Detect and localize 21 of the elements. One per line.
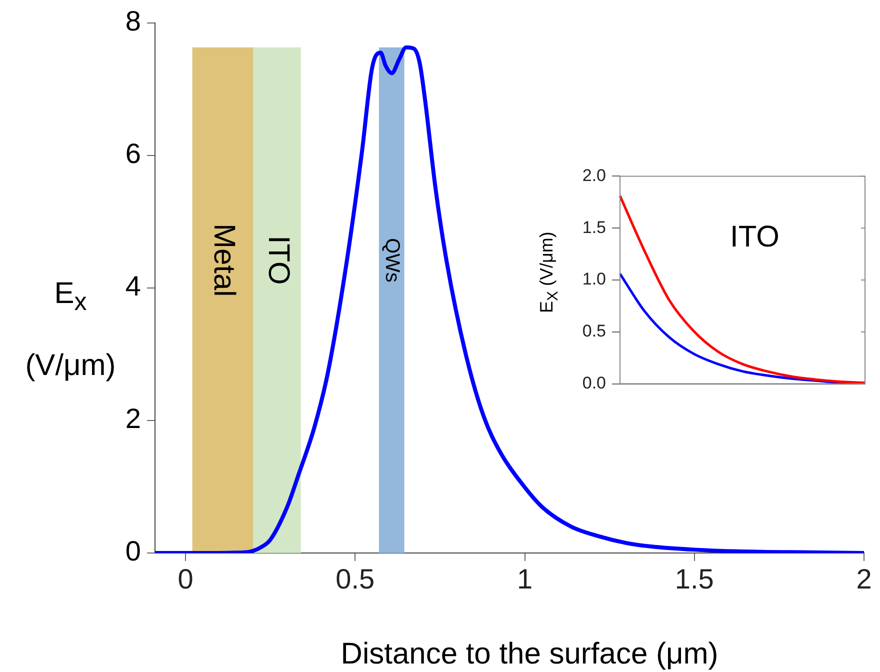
annotation: ITO xyxy=(730,220,780,254)
text: E$_{x}$ (V/μm) xyxy=(25,277,116,382)
x-axis-title: Distance to the surface (μm) xyxy=(340,637,718,670)
y-tick-label: 0 xyxy=(125,536,141,567)
x-tick-label: 2 xyxy=(856,564,872,595)
x-tick-label: 1.5 xyxy=(674,564,714,595)
y-tick-label: 8 xyxy=(125,6,141,37)
band-label: ITO xyxy=(262,235,295,285)
y-tick-label: 1.0 xyxy=(582,270,606,289)
x-tick-label: 1 xyxy=(516,564,533,595)
y-tick-label: 4 xyxy=(125,270,141,302)
y-tick-label: 6 xyxy=(125,138,141,170)
band-label: QWs xyxy=(381,238,404,282)
y-tick-label: 1.5 xyxy=(582,218,606,237)
x-tick-label: 0.5 xyxy=(336,564,375,595)
y-tick-label: 0.5 xyxy=(582,322,606,341)
x-tick-label: 0 xyxy=(178,564,194,595)
y-tick-label: 0.0 xyxy=(582,373,606,392)
y-tick-label: 2.0 xyxy=(582,166,606,185)
band-label: Metal xyxy=(208,223,241,297)
y-tick-label: 2 xyxy=(125,403,141,434)
